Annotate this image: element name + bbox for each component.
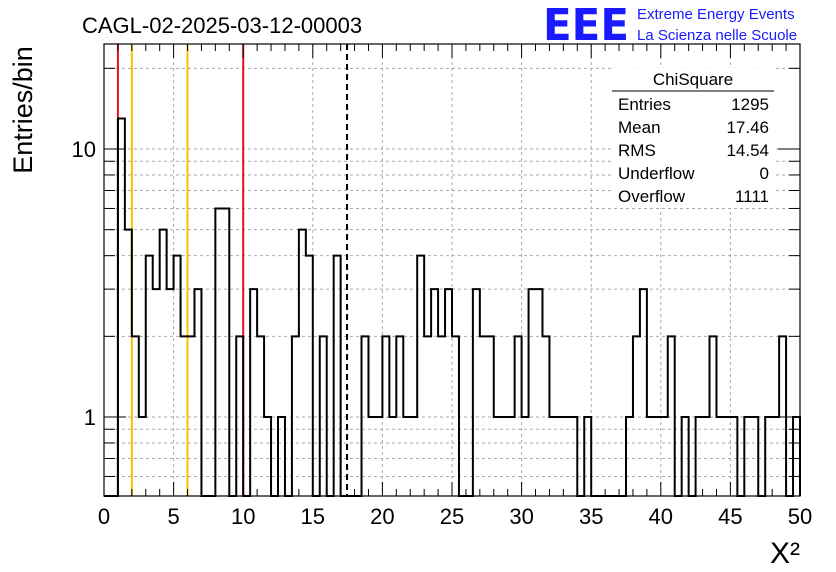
eee-logo: EEE Extreme Energy Events La Scienza nel… <box>543 0 797 51</box>
axis-ticks <box>103 44 801 496</box>
x-tick-labels: 0 5 10 15 20 25 30 35 40 45 50 <box>98 504 812 529</box>
x-tick-label: 10 <box>231 504 255 529</box>
x-tick-label: 0 <box>98 504 110 529</box>
y-tick-labels: 1 10 <box>72 137 96 430</box>
logo-line-2: La Scienza nelle Scuole <box>637 27 797 44</box>
x-tick-label: 25 <box>440 504 464 529</box>
x-tick-label: 35 <box>579 504 603 529</box>
stats-row-label: Underflow <box>618 164 695 183</box>
stats-row-value: 1295 <box>731 95 769 114</box>
x-tick-label: 45 <box>718 504 742 529</box>
y-axis-label: Entries/bin <box>8 46 38 174</box>
histogram-series <box>104 117 801 497</box>
stats-row-label: Mean <box>618 118 661 137</box>
y-tick-label: 10 <box>72 137 96 162</box>
stats-row-label: Overflow <box>618 187 686 206</box>
x-tick-label: 30 <box>509 504 533 529</box>
chart-title: CAGL-02-2025-03-12-00003 <box>82 13 362 38</box>
x-tick-label: 15 <box>301 504 325 529</box>
x-tick-label: 50 <box>788 504 812 529</box>
stats-row-value: 1111 <box>735 187 769 206</box>
y-tick-label: 1 <box>84 405 96 430</box>
logo-mark: EEE <box>543 0 629 51</box>
stats-row-value: 0 <box>760 164 769 183</box>
x-tick-label: 20 <box>370 504 394 529</box>
logo-line-1: Extreme Energy Events <box>637 6 795 23</box>
stats-box-title: ChiSquare <box>653 70 733 89</box>
stats-row-label: Entries <box>618 95 671 114</box>
stats-box: ChiSquare Entries 1295 Mean 17.46 RMS 14.54 Un… <box>612 68 774 208</box>
stats-row-value: 14.54 <box>726 141 769 160</box>
stats-row-value: 17.46 <box>726 118 769 137</box>
x-tick-label: 40 <box>649 504 673 529</box>
stats-row-label: RMS <box>618 141 656 160</box>
stats-box-rows: Entries 1295 Mean 17.46 RMS 14.54 Underflow 0 Ov… <box>618 95 769 206</box>
x-tick-label: 5 <box>167 504 179 529</box>
x-axis-label: X² <box>770 537 800 570</box>
